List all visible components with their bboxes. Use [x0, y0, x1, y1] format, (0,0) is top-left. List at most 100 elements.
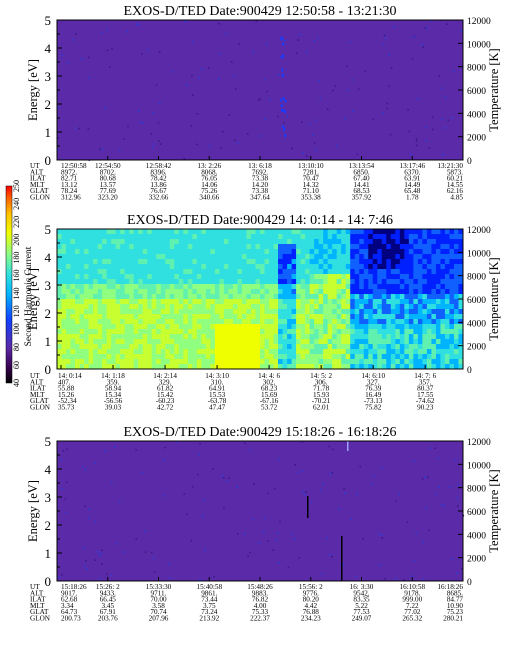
heatmap-cell: [359, 294, 365, 300]
heatmap-cell: [404, 279, 410, 285]
heatmap-cell: [210, 244, 216, 250]
heatmap-cell: [219, 249, 225, 255]
heatmap-cell: [404, 254, 410, 260]
heatmap-cell: [129, 274, 135, 280]
noise-pixel: [442, 153, 444, 156]
heatmap-cell: [106, 334, 112, 340]
heatmap-cell: [151, 234, 157, 240]
heatmap-cell: [372, 264, 378, 270]
heatmap-cell: [250, 259, 257, 265]
noise-pixel: [138, 110, 140, 112]
heatmap-cell: [241, 234, 248, 240]
noise-pixel: [226, 479, 228, 482]
heatmap-cell: [296, 289, 302, 295]
heatmap-cell: [111, 314, 117, 320]
heatmap-cell: [345, 309, 351, 315]
heatmap-cell: [138, 244, 144, 250]
noise-pixel: [312, 133, 315, 136]
heatmap-cell: [341, 269, 347, 275]
noise-pixel: [169, 577, 171, 580]
heatmap-cell: [336, 299, 342, 305]
heatmap-cell: [151, 309, 157, 315]
heatmap-cell: [232, 359, 239, 365]
heatmap-cell: [57, 354, 63, 360]
heatmap-cell: [260, 254, 266, 260]
heatmap-cell: [449, 309, 455, 315]
heatmap-cell: [219, 229, 225, 235]
heatmap-cell: [377, 309, 383, 315]
dropout-line: [307, 496, 309, 518]
heatmap-cell: [102, 249, 108, 255]
heatmap-cell: [408, 309, 414, 315]
heatmap-cell: [282, 304, 288, 310]
heatmap-cell: [426, 259, 433, 265]
heatmap-cell: [440, 324, 446, 330]
heatmap-cell: [278, 259, 284, 265]
heatmap-cell: [426, 319, 433, 325]
heatmap-cell: [102, 304, 108, 310]
heatmap-cell: [129, 239, 135, 245]
noise-pixel: [152, 557, 155, 559]
heatmap-cell: [178, 329, 184, 335]
noise-pixel: [100, 31, 103, 34]
ephemeris-value: 306.: [315, 378, 328, 386]
heatmap-cell: [84, 304, 90, 310]
heatmap-cell: [156, 279, 162, 285]
heatmap-cell: [336, 269, 342, 275]
heatmap-cell: [178, 364, 184, 369]
heatmap-cell: [129, 314, 135, 320]
y-tick-label: 4: [45, 41, 52, 56]
heatmap-cell: [174, 319, 180, 325]
heatmap-cell: [97, 259, 103, 265]
heatmap-cell: [296, 339, 302, 345]
heatmap-cell: [449, 284, 455, 290]
heatmap-cell: [115, 249, 121, 255]
heatmap-cell: [124, 294, 130, 300]
heatmap-cell: [314, 299, 320, 305]
heatmap-cell: [79, 264, 85, 270]
heatmap-cell: [368, 329, 374, 335]
heatmap-cell: [368, 344, 374, 350]
heatmap-cell: [273, 234, 279, 240]
heatmap-cell: [178, 229, 184, 235]
heatmap-cell: [264, 324, 270, 330]
heatmap-cell: [201, 249, 207, 255]
heatmap-cell: [449, 259, 455, 265]
heatmap-cell: [345, 264, 351, 270]
heatmap-cell: [318, 234, 324, 240]
heatmap-cell: [350, 359, 356, 365]
heatmap-cell: [359, 274, 365, 280]
heatmap-cell: [381, 304, 387, 310]
heatmap-cell: [377, 299, 383, 305]
heatmap-cell: [232, 314, 239, 320]
heatmap-cell: [192, 249, 198, 255]
heatmap-cell: [399, 304, 405, 310]
heatmap-cell: [287, 329, 293, 335]
noise-pixel: [247, 133, 249, 135]
heatmap-cell: [332, 289, 338, 295]
ephemeris-value: 9017.: [61, 589, 77, 597]
heatmap-cell: [183, 244, 189, 250]
heatmap-cell: [458, 289, 463, 295]
heatmap-cell: [341, 289, 347, 295]
heatmap-cell: [404, 359, 410, 365]
heatmap-cell: [169, 249, 175, 255]
heatmap-cell: [201, 289, 207, 295]
heatmap-cell: [210, 319, 216, 325]
ephemeris-value: 15:48:26: [247, 583, 273, 591]
heatmap-cell: [422, 304, 428, 310]
heatmap-cell: [359, 314, 365, 320]
heatmap-cell: [381, 254, 387, 260]
heatmap-cell: [440, 359, 446, 365]
heatmap-cell: [133, 234, 139, 240]
heatmap-cell: [160, 359, 166, 365]
heatmap-cell: [444, 319, 451, 325]
heatmap-cell: [169, 234, 175, 240]
heatmap-cell: [228, 314, 234, 320]
heatmap-cell: [386, 289, 392, 295]
heatmap-cell: [449, 354, 455, 360]
heatmap-cell: [129, 294, 135, 300]
ephemeris-row-label: UT: [30, 583, 40, 591]
heatmap-cell: [84, 259, 90, 265]
ephemeris-value: 77.69: [100, 187, 117, 195]
